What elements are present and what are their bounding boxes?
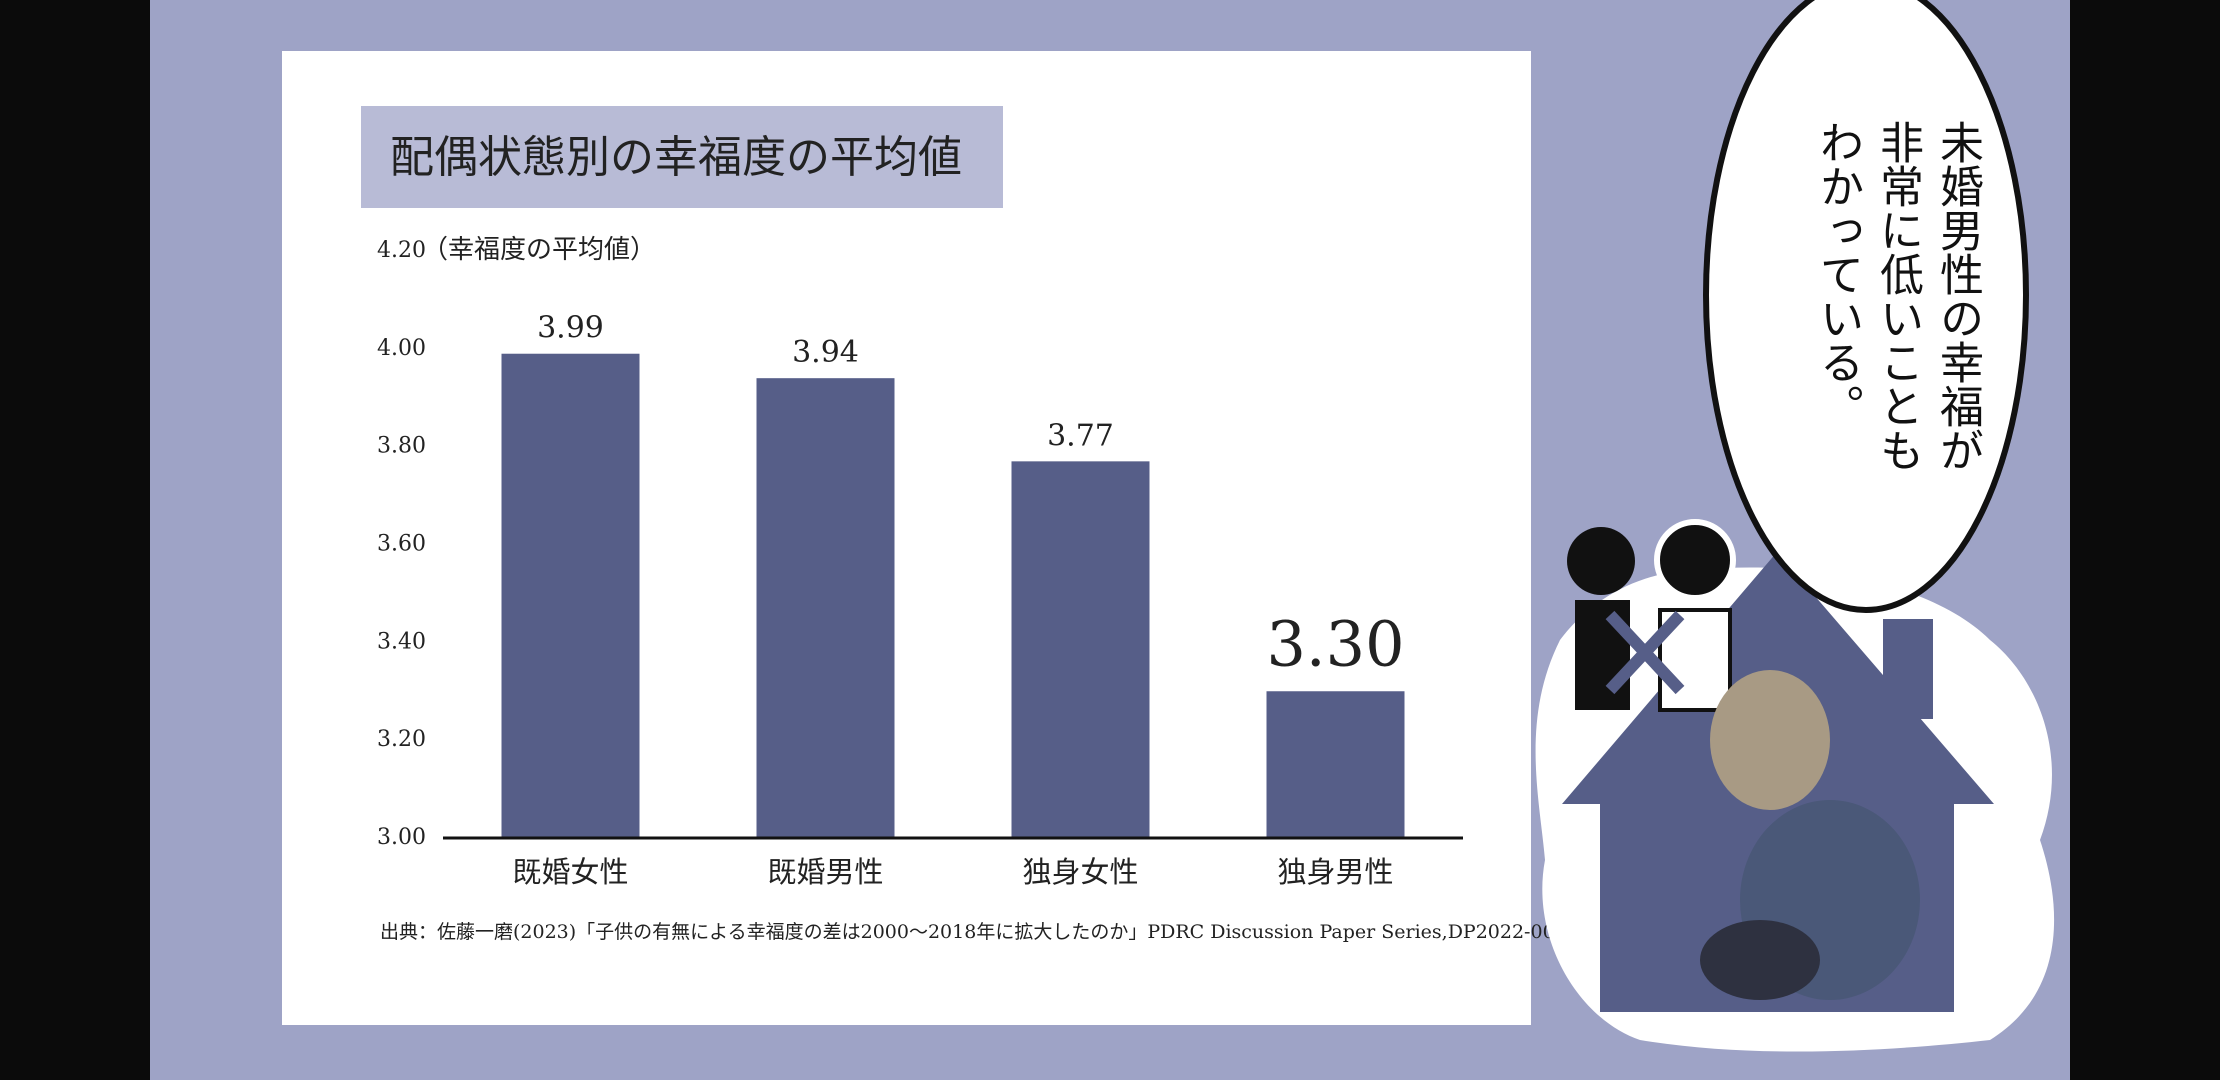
chimney (1883, 619, 1933, 719)
bubble-text: わかっている。 (1812, 120, 1863, 428)
y-tick-label: 3.20 (377, 727, 426, 752)
y-tick-label: 3.80 (377, 434, 426, 459)
y-tick-label: 4.20 (377, 238, 426, 263)
x-tick-label: 独身女性 (1022, 855, 1138, 889)
source-note: 出典：佐藤一磨(2023)「子供の有無による幸福度の差は2000～2018年に拡… (380, 921, 1573, 943)
x-tick-label: 既婚男性 (767, 855, 883, 889)
bar (501, 353, 640, 838)
y-tick-label: 3.40 (377, 629, 426, 654)
speech-bubble (1703, 0, 2029, 613)
figure-head (1654, 519, 1736, 601)
value-label: 3.77 (1047, 418, 1114, 453)
chart-panel (282, 51, 1531, 1025)
person-head (1710, 670, 1830, 810)
bubble-text: 未婚男性の幸福が (1932, 120, 1984, 472)
value-label: 3.94 (792, 335, 859, 370)
title-box (361, 106, 1003, 208)
value-label: 3.30 (1266, 607, 1404, 680)
y-tick-label: 3.60 (377, 532, 426, 557)
cross (1605, 610, 1685, 695)
x-tick-label: 既婚女性 (512, 855, 628, 889)
chart-title: 配偶状態別の幸福度の平均値 (390, 132, 962, 183)
y-tick-label: 4.00 (377, 336, 426, 361)
bubble-text: 非常に低いことも (1872, 120, 1924, 472)
value-label: 3.99 (537, 311, 604, 346)
figure-body (1575, 600, 1630, 710)
bar (1011, 461, 1150, 838)
bar (756, 378, 895, 838)
figure-head (1567, 527, 1635, 595)
x-tick-label: 独身男性 (1277, 855, 1393, 889)
left-bar (0, 0, 150, 1080)
y-axis-label: （幸福度の平均値） (422, 235, 656, 265)
bar (1266, 691, 1405, 838)
y-tick-label: 3.00 (377, 825, 426, 850)
person-legs (1700, 920, 1820, 1000)
